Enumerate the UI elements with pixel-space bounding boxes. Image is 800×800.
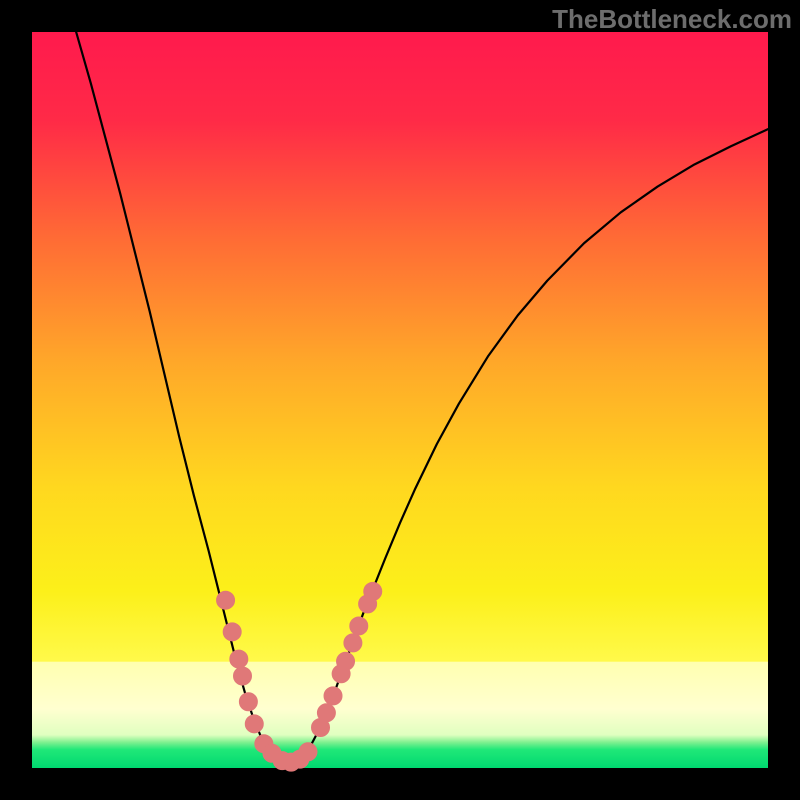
curve-marker: [364, 582, 382, 600]
curve-marker: [324, 687, 342, 705]
plot-background: [32, 32, 768, 768]
chart-container: TheBottleneck.com: [0, 0, 800, 800]
curve-marker: [217, 591, 235, 609]
curve-marker: [350, 617, 368, 635]
curve-marker: [239, 693, 257, 711]
curve-marker: [299, 743, 317, 761]
chart-svg: [0, 0, 800, 800]
watermark-text: TheBottleneck.com: [552, 4, 792, 35]
curve-marker: [245, 715, 263, 733]
curve-marker: [337, 652, 355, 670]
curve-marker: [317, 704, 335, 722]
curve-marker: [230, 650, 248, 668]
curve-marker: [344, 634, 362, 652]
curve-marker: [223, 623, 241, 641]
curve-marker: [234, 667, 252, 685]
